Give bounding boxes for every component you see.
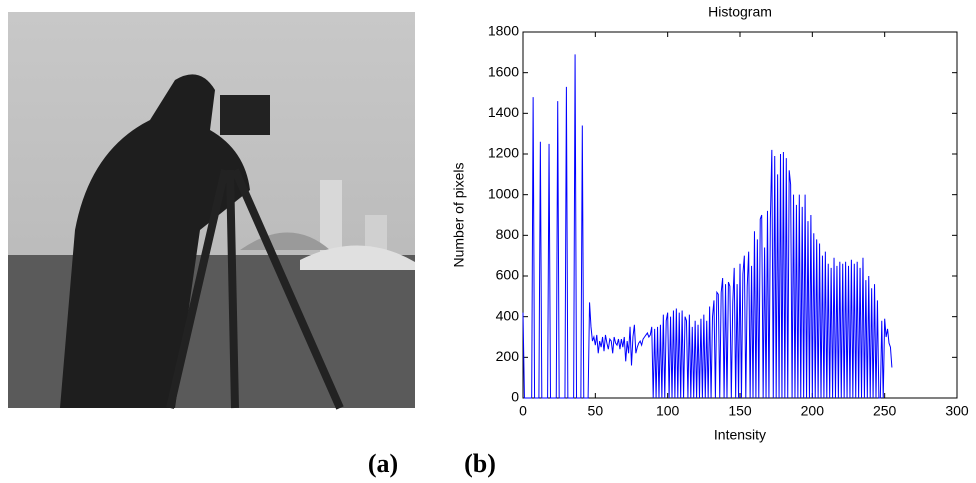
y-tick-label: 1400 <box>488 104 519 120</box>
y-tick-label: 1800 <box>488 23 519 39</box>
caption: (b) <box>464 449 496 478</box>
photo <box>8 12 415 410</box>
x-tick-label: 300 <box>945 403 969 419</box>
y-tick-label: 1600 <box>488 63 519 79</box>
y-tick-label: 600 <box>496 267 520 283</box>
y-tick-label: 200 <box>496 348 520 364</box>
x-tick-label: 50 <box>588 403 604 419</box>
histogram-line <box>522 54 893 399</box>
x-tick-label: 150 <box>728 403 752 419</box>
chart-title: Histogram <box>708 4 772 20</box>
y-axis-label: Number of pixels <box>451 162 467 267</box>
x-tick-label: 200 <box>801 403 825 419</box>
y-tick-label: 1200 <box>488 145 519 161</box>
caption: (a) <box>368 449 398 478</box>
x-tick-label: 0 <box>519 403 527 419</box>
x-tick-label: 100 <box>656 403 680 419</box>
x-tick-label: 250 <box>873 403 897 419</box>
y-tick-label: 0 <box>511 389 519 405</box>
plot-frame <box>522 31 958 399</box>
y-tick-label: 800 <box>496 226 520 242</box>
y-tick-label: 400 <box>496 307 520 323</box>
x-axis-label: Intensity <box>714 427 766 443</box>
y-tick-label: 1000 <box>488 185 519 201</box>
